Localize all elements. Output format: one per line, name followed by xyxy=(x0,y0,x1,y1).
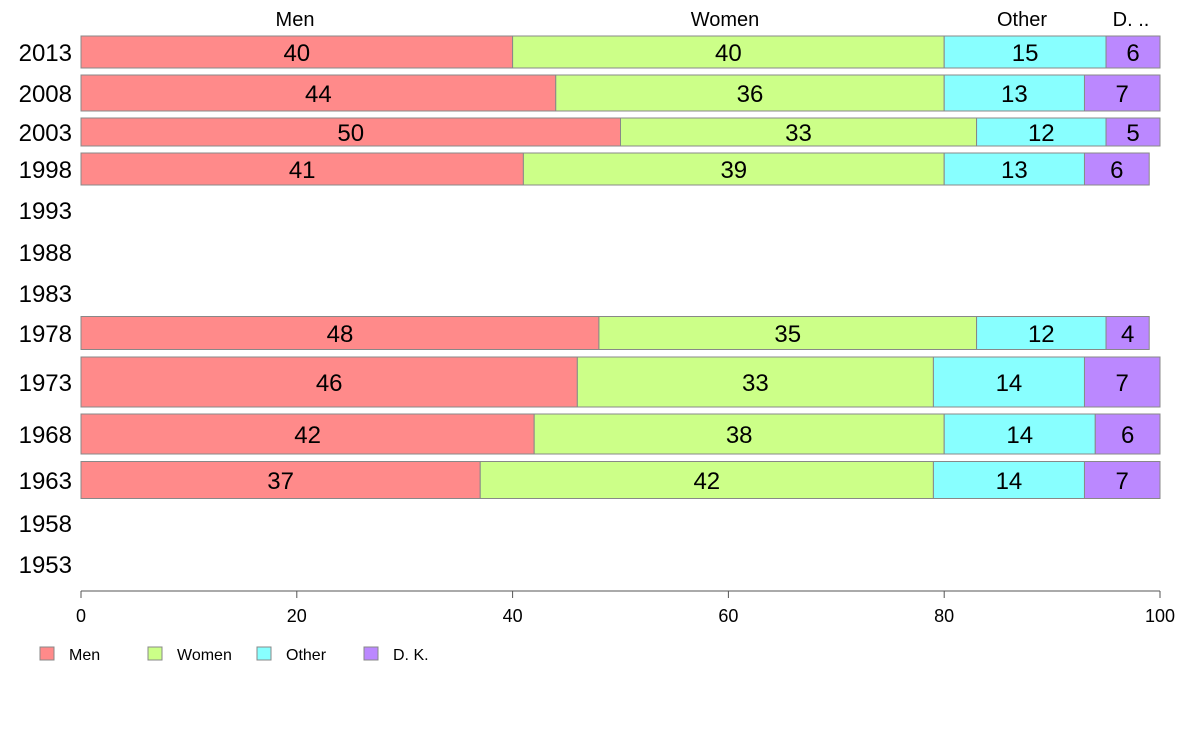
legend-swatch-other xyxy=(256,646,272,661)
bar-2013-other xyxy=(943,35,1107,69)
legend-label-women: Women xyxy=(177,647,232,664)
year-label-1958: 1958 xyxy=(19,511,72,538)
legend-label-other: Other xyxy=(286,647,327,664)
value-label-1973-other: 14 xyxy=(996,370,1023,397)
value-label-1978-dk: 4 xyxy=(1121,321,1134,348)
bar-1978-dk xyxy=(1105,316,1150,350)
year-labels: 2013 2008 2003 1998 1993 1988 1983 1978 1973 1968… xyxy=(19,40,72,579)
column-label-2: Other xyxy=(997,9,1047,31)
bar-1963-dk xyxy=(1083,461,1161,499)
value-label-2003-men: 50 xyxy=(337,120,364,147)
value-label-2008-dk: 7 xyxy=(1116,81,1129,108)
bar-2013-dk xyxy=(1105,35,1161,69)
column-label-1: Women xyxy=(691,9,760,31)
bar-1998-women xyxy=(522,152,945,186)
value-label-1998-women: 39 xyxy=(720,157,747,184)
value-label-2003-women: 33 xyxy=(785,120,812,147)
value-label-2008-other: 13 xyxy=(1001,81,1028,108)
bar-1973-men xyxy=(80,356,578,408)
value-label-1978-other: 12 xyxy=(1028,321,1055,348)
x-tick-label-0: 0 xyxy=(76,606,86,626)
bar-1968-dk xyxy=(1094,413,1161,455)
year-label-2003: 2003 xyxy=(19,120,72,147)
legend-swatch-women xyxy=(147,646,163,661)
value-label-2008-men: 44 xyxy=(305,81,332,108)
year-label-2008: 2008 xyxy=(19,81,72,108)
value-label-1968-women: 38 xyxy=(726,422,753,449)
year-label-1998: 1998 xyxy=(19,157,72,184)
column-label-3: D. .. xyxy=(1113,9,1150,31)
year-label-1973: 1973 xyxy=(19,370,72,397)
year-label-1993: 1993 xyxy=(19,198,72,225)
value-label-1963-women: 42 xyxy=(693,468,720,495)
value-label-2008-women: 36 xyxy=(737,81,764,108)
value-label-1998-men: 41 xyxy=(289,157,316,184)
bar-2003-dk xyxy=(1105,117,1161,147)
bar-1973-women xyxy=(576,356,934,408)
x-tick-label-40: 40 xyxy=(503,606,523,626)
bar-2008-men xyxy=(80,74,557,112)
value-label-1968-dk: 6 xyxy=(1121,422,1134,449)
value-label-1973-dk: 7 xyxy=(1116,370,1129,397)
legend-swatch-dk xyxy=(363,646,379,661)
value-label-1963-other: 14 xyxy=(996,468,1023,495)
bar-2003-women xyxy=(620,117,978,147)
bar-2013-women xyxy=(512,35,945,69)
bar-2008-dk xyxy=(1083,74,1161,112)
x-tick-label-20: 20 xyxy=(287,606,307,626)
year-label-1953: 1953 xyxy=(19,552,72,579)
bar-1963-other xyxy=(932,461,1085,499)
bar-1973-dk xyxy=(1083,356,1161,408)
legend-label-dk: D. K. xyxy=(393,647,429,664)
legend: Men Women Other D. K. xyxy=(39,646,429,664)
legend-swatch-men xyxy=(39,646,55,661)
value-label-1978-men: 48 xyxy=(327,321,354,348)
bar-1978-women xyxy=(598,316,978,350)
bar-1968-other xyxy=(943,413,1096,455)
value-label-2013-dk: 6 xyxy=(1126,40,1139,67)
year-label-1963: 1963 xyxy=(19,468,72,495)
x-tick-label-80: 80 xyxy=(934,606,954,626)
bar-1978-men xyxy=(80,316,600,350)
bar-2013-men xyxy=(80,35,514,69)
bars: 40 40 15 6 44 36 13 7 50 33 12 5 41 39 13 6 48 35 12 4 46 33 1… xyxy=(80,35,1161,499)
bar-1998-men xyxy=(80,152,524,186)
bar-2008-other xyxy=(943,74,1085,112)
bar-1968-men xyxy=(80,413,535,455)
value-label-2013-other: 15 xyxy=(1012,40,1039,67)
bar-1998-dk xyxy=(1083,152,1150,186)
bar-1963-men xyxy=(80,461,481,499)
year-label-1978: 1978 xyxy=(19,321,72,348)
value-label-1978-women: 35 xyxy=(774,321,801,348)
legend-label-men: Men xyxy=(69,647,100,664)
bar-1973-other xyxy=(932,356,1085,408)
value-label-2003-other: 12 xyxy=(1028,120,1055,147)
bar-1978-other xyxy=(976,316,1107,350)
value-label-1968-other: 14 xyxy=(1006,422,1033,449)
value-label-1963-dk: 7 xyxy=(1116,468,1129,495)
year-label-1968: 1968 xyxy=(19,422,72,449)
value-label-1963-men: 37 xyxy=(267,468,294,495)
bar-2003-men xyxy=(80,117,621,147)
column-label-0: Men xyxy=(276,9,315,31)
x-axis: 0 20 40 60 80 100 xyxy=(76,590,1175,626)
value-label-1973-women: 33 xyxy=(742,370,769,397)
value-label-2013-women: 40 xyxy=(715,40,742,67)
value-label-1968-men: 42 xyxy=(294,422,321,449)
year-label-2013: 2013 xyxy=(19,40,72,67)
year-label-1988: 1988 xyxy=(19,240,72,267)
x-tick-label-60: 60 xyxy=(718,606,738,626)
value-label-1998-dk: 6 xyxy=(1110,157,1123,184)
value-label-2003-dk: 5 xyxy=(1126,120,1139,147)
value-label-2013-men: 40 xyxy=(283,40,310,67)
year-label-1983: 1983 xyxy=(19,281,72,308)
value-label-1998-other: 13 xyxy=(1001,157,1028,184)
bar-2008-women xyxy=(555,74,945,112)
column-labels: Men Women Other D. .. xyxy=(276,9,1150,31)
x-tick-label-100: 100 xyxy=(1145,606,1175,626)
value-label-1973-men: 46 xyxy=(316,370,343,397)
